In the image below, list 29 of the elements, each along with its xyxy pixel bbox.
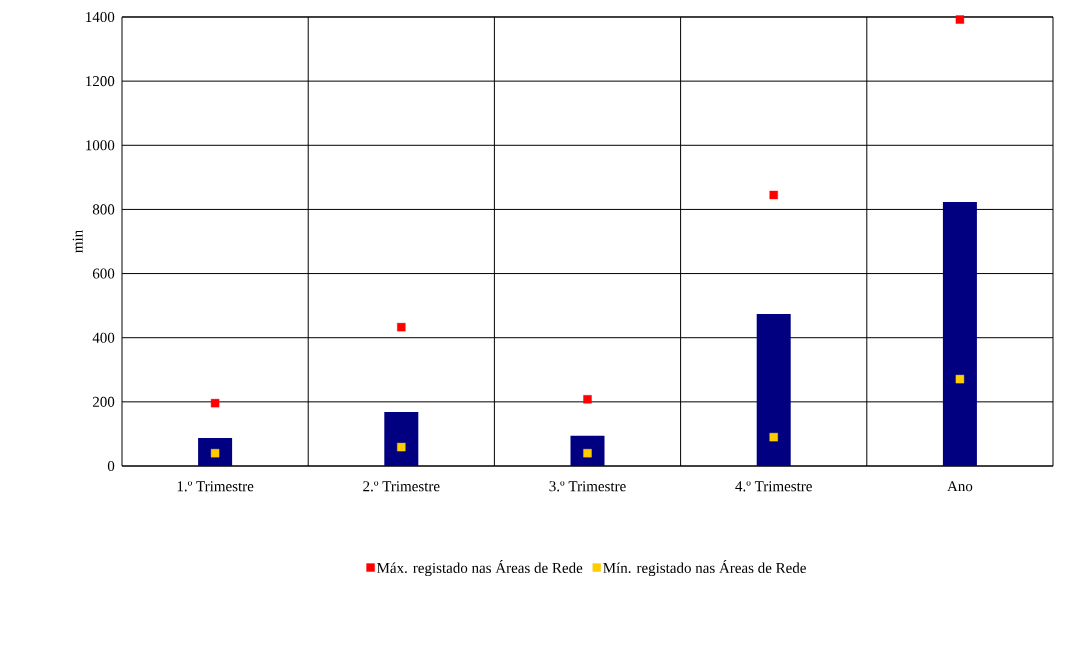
y-tick-label: 600 xyxy=(92,268,115,279)
y-tick-label: 200 xyxy=(92,396,115,407)
y-tick-label: 1000 xyxy=(86,140,115,151)
point xyxy=(397,442,406,452)
x-tick-label: 2.º Trimestre xyxy=(363,481,440,492)
point xyxy=(955,374,965,384)
point xyxy=(210,398,220,408)
point xyxy=(955,15,965,24)
y-tick-label: 1200 xyxy=(86,76,115,87)
x-tick-label: 4.º Trimestre xyxy=(735,481,812,492)
point xyxy=(583,395,592,404)
y-tick-label: 800 xyxy=(92,204,115,215)
bar xyxy=(570,435,605,466)
x-tick-label: 1.º Trimestre xyxy=(177,481,254,492)
bar xyxy=(384,412,419,466)
legend-label: Mín. registado nas Áreas de Rede xyxy=(603,559,806,577)
y-tick-label: 1400 xyxy=(86,11,115,23)
x-tick-label: 3.º Trimestre xyxy=(549,481,626,492)
bar xyxy=(942,202,977,466)
y-tick-label: 400 xyxy=(92,332,115,343)
x-tick-label: Ano xyxy=(947,481,973,492)
bar xyxy=(198,438,233,466)
point xyxy=(769,190,778,200)
y-tick-label: 0 xyxy=(107,460,115,472)
y-axis-title: min xyxy=(72,230,83,253)
bar xyxy=(756,313,791,466)
legend-label: Máx. registado nas Áreas de Rede xyxy=(377,559,583,577)
point xyxy=(769,432,778,442)
point xyxy=(397,322,406,332)
